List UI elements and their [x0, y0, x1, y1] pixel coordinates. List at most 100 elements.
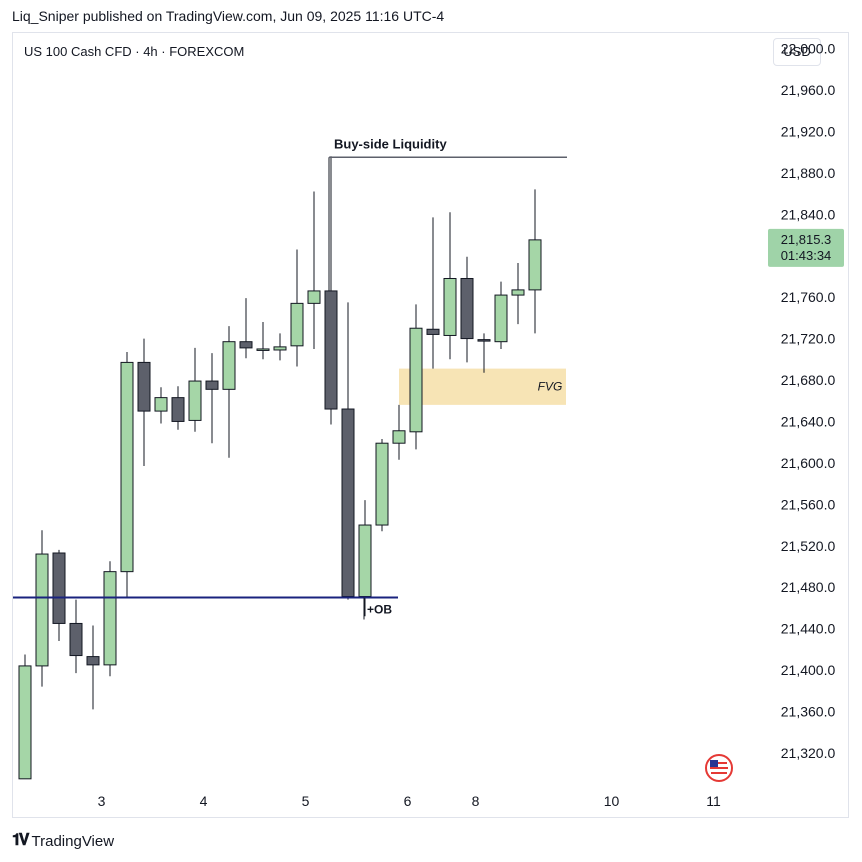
candle: [511, 262, 525, 325]
candle-body: [205, 380, 219, 390]
candle: [103, 561, 117, 677]
candle: [290, 249, 304, 367]
price-axis-label: 21,760.0: [781, 289, 836, 305]
price-tag: 21,815.3 01:43:34: [768, 228, 844, 267]
time-axis-label: 4: [200, 793, 208, 809]
tradingview-logo-icon: 𝟏𝐕: [12, 832, 29, 849]
candle: [171, 386, 185, 430]
chart-panel[interactable]: [12, 32, 849, 818]
candle: [409, 304, 423, 450]
price-axis-label: 21,920.0: [781, 123, 836, 139]
candle-body: [35, 553, 49, 667]
price-axis-label: 21,320.0: [781, 745, 836, 761]
candle: [494, 281, 508, 349]
candle: [443, 212, 457, 360]
time-axis-label: 11: [706, 793, 721, 809]
price-axis-label: 21,560.0: [781, 496, 836, 512]
candle: [120, 352, 134, 597]
time-axis-label: 5: [302, 793, 310, 809]
price-axis-label: 21,880.0: [781, 165, 836, 181]
candle: [239, 298, 253, 359]
candle: [35, 530, 49, 687]
price-axis-label: 21,720.0: [781, 331, 836, 347]
candle-body: [494, 294, 508, 343]
candle-body: [528, 239, 542, 291]
candle-body: [307, 290, 321, 304]
candle: [205, 353, 219, 444]
candle: [341, 302, 355, 600]
candle: [460, 256, 474, 363]
candle-body: [52, 552, 66, 624]
candle: [86, 625, 100, 710]
candle: [273, 333, 287, 361]
candle: [188, 347, 202, 432]
candle-body: [409, 327, 423, 433]
candle: [256, 322, 270, 360]
footer-brand: 𝟏𝐕 TradingView: [12, 832, 114, 850]
candle-body: [188, 380, 202, 421]
candle-body: [392, 430, 406, 444]
candle: [18, 654, 32, 780]
price-axis: 22,000.0 21,960.0 21,920.0 21,880.0 21,840.0…: [781, 41, 836, 761]
candle: [222, 326, 236, 458]
footer-brand-label: TradingView: [31, 832, 115, 850]
ob-label: +OB: [367, 603, 392, 617]
candle-body: [358, 524, 372, 598]
candle-body: [460, 277, 474, 340]
candle-body: [375, 442, 389, 526]
candle-body: [290, 302, 304, 347]
price-axis-label: 21,840.0: [781, 206, 836, 222]
candle: [358, 500, 372, 617]
price-tag-box: [768, 228, 844, 267]
candle: [392, 404, 406, 460]
price-axis-label: 21,960.0: [781, 82, 836, 98]
flag-icon[interactable]: [705, 754, 733, 782]
candle-body: [120, 361, 134, 573]
price-tag-value: 21,815.3: [781, 232, 832, 247]
price-axis-label: 21,480.0: [781, 579, 836, 595]
time-axis-label: 8: [472, 793, 480, 809]
fvg-layer: FVG: [399, 368, 566, 405]
candle-body: [171, 397, 185, 422]
candle-body: [69, 622, 83, 657]
price-axis-label: 21,360.0: [781, 703, 836, 719]
fvg-label: FVG: [538, 380, 563, 394]
candle: [52, 549, 66, 642]
candle-body: [154, 397, 168, 412]
time-axis-label: 3: [98, 793, 106, 809]
candle: [324, 156, 338, 425]
candle-body: [86, 656, 100, 666]
candle: [137, 338, 151, 466]
time-axis-label: 10: [604, 793, 620, 809]
price-tag-countdown: 01:43:34: [781, 248, 832, 263]
levels-layer: +OB Buy-side Liquidity: [13, 136, 567, 620]
candle-body: [324, 290, 338, 410]
candle: [477, 333, 491, 373]
candle-body: [137, 361, 151, 412]
currency-button[interactable]: USD: [773, 38, 821, 66]
candle-body: [273, 346, 287, 351]
candle-body: [511, 289, 525, 296]
price-axis-label: 21,640.0: [781, 413, 836, 429]
candle-body: [477, 339, 491, 342]
publish-header: Liq_Sniper published on TradingView.com,…: [12, 8, 445, 24]
candle-body: [103, 571, 117, 666]
price-axis-label: 21,440.0: [781, 621, 836, 637]
candle-body: [256, 348, 270, 351]
candle-body: [239, 341, 253, 349]
price-axis-label: 22,000.0: [781, 41, 836, 57]
candle-body: [18, 665, 32, 780]
candle: [69, 599, 83, 674]
liquidity-label: Buy-side Liquidity: [334, 136, 447, 151]
price-axis-label: 21,520.0: [781, 538, 836, 554]
candle-body: [222, 341, 236, 390]
candles-layer: [18, 156, 542, 780]
candle: [375, 439, 389, 532]
candle-body: [341, 408, 355, 598]
symbol-info: US 100 Cash CFD · 4h · FOREXCOM: [24, 44, 245, 59]
candle: [528, 189, 542, 334]
price-axis-label: 21,680.0: [781, 372, 836, 388]
fvg-zone: [399, 368, 566, 405]
time-axis: 3 4 5 6 8 10 11: [98, 793, 721, 809]
